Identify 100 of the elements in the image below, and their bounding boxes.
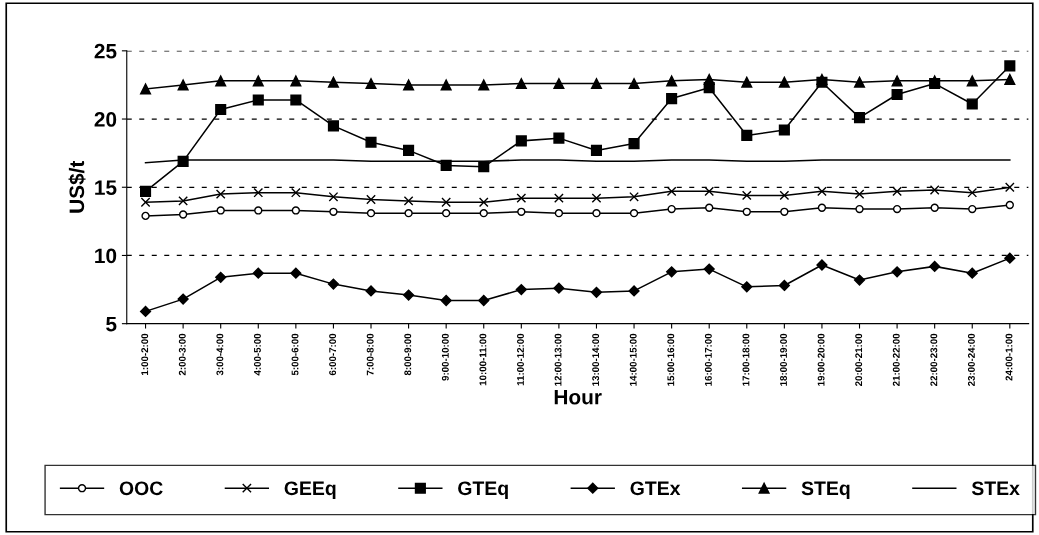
- point: [215, 189, 226, 199]
- point: [629, 209, 639, 218]
- point: [590, 286, 603, 298]
- legend-label: GTEx: [630, 481, 681, 496]
- point: [516, 193, 527, 204]
- y-tick-label: 20: [94, 112, 117, 127]
- point: [441, 209, 451, 218]
- x-tick-label: 23:00-24:00: [967, 333, 975, 387]
- y-tick-label: 5: [106, 316, 117, 332]
- x-tick-label: 14:00-15:00: [629, 333, 637, 386]
- point: [968, 204, 977, 214]
- point: [592, 209, 601, 218]
- point: [139, 83, 152, 95]
- point: [666, 266, 678, 278]
- point: [667, 204, 676, 214]
- point: [553, 282, 565, 294]
- point: [778, 279, 790, 292]
- x-tick-label: 17:00-18:00: [742, 333, 750, 386]
- x-tick-label: 12:00-13:00: [554, 333, 562, 386]
- point: [1004, 60, 1016, 72]
- point: [590, 144, 603, 156]
- point: [705, 203, 714, 212]
- point: [817, 186, 827, 197]
- point: [178, 196, 188, 206]
- point: [741, 129, 753, 141]
- x-tick-label: 7:00-8:00: [366, 333, 374, 376]
- point: [892, 204, 902, 214]
- point: [628, 78, 640, 90]
- point: [853, 112, 866, 124]
- point: [741, 281, 753, 293]
- point: [780, 207, 789, 216]
- x-tick-label: 8:00-9:00: [404, 333, 412, 376]
- point: [891, 88, 903, 101]
- point: [329, 207, 338, 216]
- x-tick-label: 1:00-2:00: [141, 333, 149, 375]
- point: [704, 186, 715, 197]
- x-tick-label: 2:00-3:00: [178, 333, 186, 376]
- x-tick-label: 18:00-19:00: [780, 333, 787, 386]
- x-tick-label: 13:00-14:00: [592, 333, 600, 386]
- y-tick-label: 10: [95, 248, 117, 264]
- point: [178, 210, 188, 219]
- point: [628, 138, 640, 150]
- point: [1004, 252, 1016, 264]
- point: [929, 185, 940, 195]
- legend-label: STEx: [971, 481, 1020, 496]
- point: [629, 191, 639, 202]
- point: [327, 120, 339, 132]
- x-tick-label: 16:00-17:00: [704, 333, 712, 386]
- point: [666, 75, 678, 87]
- y-tick-label: 25: [94, 43, 117, 59]
- point: [666, 93, 678, 105]
- point: [254, 206, 263, 215]
- point: [440, 294, 452, 307]
- x-tick-label: 3:00-4:00: [216, 333, 224, 376]
- point: [517, 207, 526, 216]
- point: [778, 124, 790, 136]
- point: [177, 155, 189, 167]
- point: [666, 186, 677, 197]
- point: [215, 103, 227, 116]
- point: [1005, 200, 1014, 210]
- point: [440, 79, 452, 91]
- point: [290, 187, 301, 198]
- legend-label: OOC: [119, 481, 163, 496]
- point: [215, 271, 227, 283]
- x-tick-label: 24:00-1:00: [1005, 333, 1013, 381]
- point: [328, 191, 339, 202]
- legend-label: GEEq: [284, 481, 336, 500]
- point: [252, 94, 264, 106]
- point: [553, 78, 565, 90]
- point: [139, 185, 152, 197]
- point: [590, 78, 603, 90]
- point: [402, 289, 415, 301]
- x-tick-label: 15:00-16:00: [667, 333, 675, 386]
- point: [591, 193, 602, 204]
- point: [892, 186, 902, 197]
- point: [853, 76, 866, 88]
- point: [966, 267, 978, 279]
- point: [855, 204, 864, 214]
- point: [703, 82, 715, 94]
- point: [742, 207, 751, 216]
- point: [290, 75, 302, 87]
- point: [967, 187, 978, 198]
- x-tick-label: 4:00-5:00: [254, 333, 261, 376]
- point: [854, 189, 865, 199]
- point: [291, 206, 301, 215]
- point: [216, 206, 225, 215]
- point: [930, 203, 939, 212]
- point: [891, 75, 903, 87]
- point: [966, 98, 978, 110]
- x-tick-label: 22:00-23:00: [930, 333, 938, 387]
- legend-label: GTEq: [458, 481, 508, 500]
- point: [891, 266, 903, 278]
- point: [478, 161, 490, 173]
- point: [929, 78, 941, 90]
- y-tick-label: 15: [95, 180, 117, 195]
- point: [1004, 73, 1016, 86]
- point: [554, 209, 564, 218]
- point: [139, 305, 152, 318]
- point: [929, 260, 941, 272]
- x-tick-label: 5:00-6:00: [291, 333, 299, 376]
